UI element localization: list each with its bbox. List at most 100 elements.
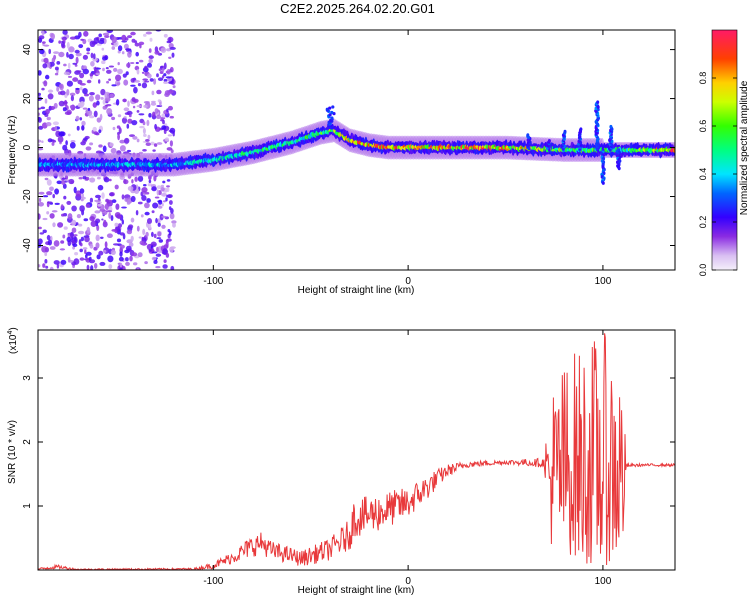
noise-blob <box>133 86 138 94</box>
noise-blob <box>156 185 162 190</box>
noise-blob <box>115 203 120 210</box>
noise-blob <box>49 106 56 110</box>
noise-blob <box>155 266 161 269</box>
noise-blob <box>79 248 83 253</box>
noise-blob <box>145 142 151 146</box>
snr-frame <box>37 329 676 571</box>
noise-blob <box>84 236 90 243</box>
noise-blob <box>101 218 104 221</box>
noise-blob <box>153 143 158 147</box>
spectrogram-axes: -100 0 100 -40 -20 0 20 40 <box>22 30 675 287</box>
noise-blob <box>95 218 101 224</box>
y-tick-label: 1 <box>22 503 33 509</box>
noise-blob <box>151 186 157 192</box>
noise-blob <box>72 243 78 248</box>
noise-blob <box>147 62 152 68</box>
noise-blob <box>79 117 83 121</box>
noise-blob <box>41 30 45 36</box>
snr-series-line <box>38 333 675 570</box>
noise-blob <box>79 257 85 261</box>
noise-blob <box>76 70 82 73</box>
noise-blob <box>95 234 100 242</box>
noise-blob <box>67 256 71 263</box>
noise-blob <box>41 140 44 143</box>
noise-blob <box>134 40 138 44</box>
noise-blob <box>53 51 60 54</box>
noise-blob <box>144 261 148 265</box>
x-tick-label: -100 <box>203 576 223 587</box>
noise-blob <box>152 111 156 118</box>
noise-blob <box>137 83 142 87</box>
noise-blob <box>136 225 140 232</box>
noise-blob <box>106 69 112 74</box>
noise-blob <box>136 110 140 113</box>
noise-blob <box>167 90 174 94</box>
noise-blob <box>89 177 96 183</box>
noise-blob <box>87 110 93 117</box>
noise-blob <box>161 224 166 229</box>
noise-blob <box>128 224 134 229</box>
noise-blob <box>169 46 176 50</box>
noise-blob <box>165 197 168 202</box>
noise-blob <box>93 131 99 135</box>
noise-blob <box>99 261 106 266</box>
noise-blob <box>51 57 56 63</box>
noise-blob <box>116 238 122 243</box>
noise-blob <box>151 90 155 96</box>
noise-blob <box>68 53 74 60</box>
noise-blob <box>82 88 88 95</box>
noise-blob <box>111 199 117 204</box>
noise-blob <box>148 179 152 184</box>
noise-blob <box>78 177 83 180</box>
noise-blob <box>97 184 104 191</box>
noise-blob <box>115 99 120 106</box>
noise-blob <box>128 114 132 118</box>
noise-blob <box>154 196 160 199</box>
noise-blob <box>123 43 129 50</box>
x-tick-label: 100 <box>595 276 612 287</box>
spike-blob <box>610 139 614 144</box>
noise-blob <box>146 119 150 126</box>
noise-blob <box>109 93 114 98</box>
noise-blob <box>169 212 175 220</box>
noise-blob <box>156 89 162 95</box>
noise-blob <box>126 202 131 205</box>
noise-blob <box>71 219 77 226</box>
noise-blob <box>54 125 58 132</box>
noise-blob <box>38 139 42 143</box>
noise-blob <box>90 220 97 227</box>
noise-blob <box>142 127 146 135</box>
spike-blob <box>563 129 567 134</box>
noise-blob <box>132 105 136 109</box>
noise-blob <box>79 72 85 79</box>
noise-blob <box>63 63 67 67</box>
noise-blob <box>75 52 82 57</box>
noise-blob <box>75 115 80 121</box>
noise-blob <box>63 195 67 200</box>
noise-blob <box>161 192 168 197</box>
noise-blob <box>139 125 145 129</box>
noise-blob <box>166 40 172 44</box>
noise-blob <box>122 98 127 103</box>
noise-blob <box>62 183 67 189</box>
noise-blob <box>79 188 85 194</box>
noise-blob <box>62 234 66 239</box>
noise-blob <box>38 238 43 245</box>
noise-blob <box>114 222 119 227</box>
noise-blob <box>62 107 67 112</box>
noise-blob <box>38 202 44 207</box>
noise-blob <box>148 223 152 229</box>
noise-blob <box>110 215 114 221</box>
noise-blob <box>143 184 147 187</box>
noise-blob <box>150 141 155 146</box>
noise-blob <box>77 79 83 85</box>
noise-blob <box>121 34 127 42</box>
noise-blob <box>159 71 164 74</box>
noise-blob <box>160 47 167 53</box>
noise-blob <box>86 264 90 270</box>
noise-blob <box>151 231 154 237</box>
noise-blob <box>66 51 69 58</box>
y-tick-label: 40 <box>22 44 33 56</box>
noise-blob <box>172 85 176 89</box>
